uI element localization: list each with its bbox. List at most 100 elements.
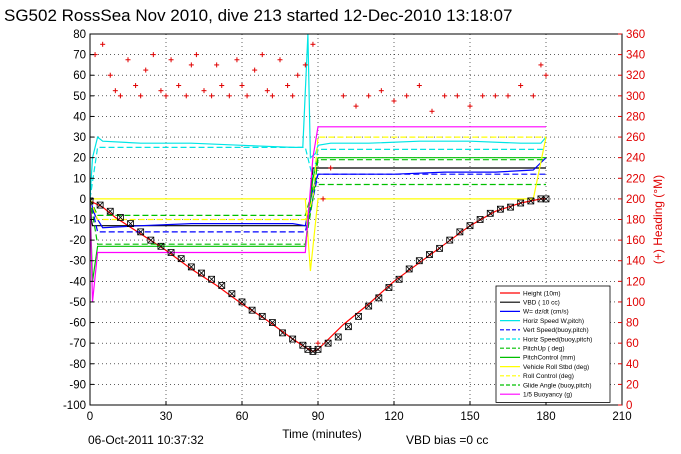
- heading-marker: [538, 62, 544, 68]
- heading-marker: [416, 83, 422, 89]
- depth-marker: [228, 290, 236, 298]
- heading-marker: [183, 93, 189, 99]
- y-tick-label: -80: [69, 359, 86, 371]
- y-tick-label: -20: [69, 235, 86, 247]
- depth-marker: [365, 302, 373, 310]
- y-tick-label: 40: [73, 111, 86, 123]
- heading-marker: [391, 98, 397, 104]
- depth-marker: [299, 341, 307, 349]
- y-right-tick-label: 180: [626, 215, 645, 227]
- y-right-tick-label: 40: [626, 359, 639, 371]
- depth-marker: [147, 236, 155, 244]
- heading-marker: [353, 103, 359, 109]
- y-right-tick-label: 300: [626, 91, 645, 103]
- y-right-tick-label: 340: [626, 50, 645, 62]
- heading-marker: [454, 93, 460, 99]
- legend-entry: W= dz/dt (cm/s): [523, 309, 569, 316]
- legend-entry: PitchUp ( deg): [523, 346, 565, 353]
- y-tick-label: -10: [69, 215, 86, 227]
- heading-marker: [505, 93, 511, 99]
- depth-marker: [117, 214, 124, 221]
- series-line-9: [90, 136, 547, 272]
- depth-marker: [177, 255, 185, 263]
- depth-marker: [289, 335, 297, 343]
- heading-marker: [328, 165, 334, 171]
- x-tick-label: 60: [236, 411, 249, 423]
- depth-marker: [248, 306, 256, 314]
- depth-marker: [415, 257, 423, 265]
- y-tick-label: 0: [80, 194, 86, 206]
- heading-marker: [163, 93, 169, 99]
- depth-marker: [314, 345, 322, 353]
- y-right-tick-label: 120: [626, 276, 645, 288]
- heading-marker: [234, 57, 240, 63]
- y-tick-label: -100: [63, 400, 86, 412]
- depth-marker: [238, 298, 246, 306]
- legend-box: [495, 285, 611, 403]
- heading-marker: [239, 83, 245, 89]
- y-tick-label: -70: [69, 338, 86, 350]
- y-tick-label: 60: [73, 70, 86, 82]
- depth-marker: [517, 199, 525, 207]
- x-tick-label: 180: [536, 411, 555, 423]
- depth-marker: [456, 228, 464, 236]
- depth-marker: [208, 275, 216, 283]
- heading-marker: [259, 52, 265, 58]
- legend-entry: Horiz Speed W,pitch): [523, 318, 584, 325]
- y-tick-label: -40: [69, 276, 86, 288]
- y-right-tick-label: 100: [626, 297, 645, 309]
- y-right-tick-label: 320: [626, 70, 645, 82]
- depth-marker: [334, 333, 342, 341]
- depth-marker: [375, 294, 383, 302]
- heading-marker: [226, 93, 232, 99]
- heading-marker: [285, 83, 291, 89]
- heading-marker: [133, 83, 139, 89]
- heading-marker: [112, 88, 118, 94]
- depth-marker: [542, 195, 550, 203]
- heading-marker: [158, 88, 164, 94]
- heading-marker: [315, 340, 321, 346]
- heading-marker: [252, 67, 258, 73]
- depth-marker: [355, 312, 362, 320]
- heading-marker: [201, 88, 207, 94]
- depth-marker: [496, 205, 504, 213]
- y-right-tick-label: 240: [626, 153, 645, 165]
- chart-title: SG502 RossSea Nov 2010, dive 213 started…: [4, 6, 512, 25]
- heading-marker: [492, 93, 498, 99]
- heading-marker: [143, 67, 149, 73]
- heading-marker: [269, 93, 275, 99]
- y-right-tick-label: 140: [626, 256, 645, 268]
- depth-marker: [96, 201, 104, 209]
- depth-marker: [344, 323, 352, 331]
- series-line-5: [90, 173, 546, 233]
- footer-vbd-bias: VBD bias =0 cc: [406, 433, 488, 447]
- y-axis-right-label: (+) Heading (°M): [651, 175, 665, 264]
- x-tick-label: 210: [612, 411, 631, 423]
- heading-marker: [138, 93, 144, 99]
- heading-marker: [378, 88, 384, 94]
- y-tick-label: -60: [69, 318, 86, 330]
- depth-marker: [446, 236, 454, 244]
- heading-marker: [290, 93, 296, 99]
- heading-marker: [214, 62, 220, 68]
- depth-marker: [268, 319, 276, 326]
- legend-entry: Height (10m): [523, 290, 561, 297]
- heading-marker: [530, 93, 536, 99]
- depth-marker: [198, 269, 205, 277]
- heading-marker: [168, 57, 174, 63]
- heading-marker: [429, 108, 435, 114]
- heading-marker: [264, 88, 270, 94]
- depth-marker: [466, 222, 474, 230]
- heading-marker: [188, 62, 194, 68]
- legend-entry: Vert Speed(buoy,pitch): [523, 327, 589, 334]
- depth-marker: [157, 242, 165, 250]
- y-tick-label: 10: [73, 173, 86, 185]
- heading-marker: [467, 103, 473, 109]
- heading-marker: [125, 57, 131, 63]
- series-line-4: [90, 34, 547, 199]
- depth-marker: [258, 312, 266, 320]
- depth-marker: [527, 197, 535, 205]
- heading-marker: [480, 93, 486, 99]
- y-tick-label: 80: [73, 29, 86, 41]
- legend-entry: Roll Control (deg): [523, 373, 574, 380]
